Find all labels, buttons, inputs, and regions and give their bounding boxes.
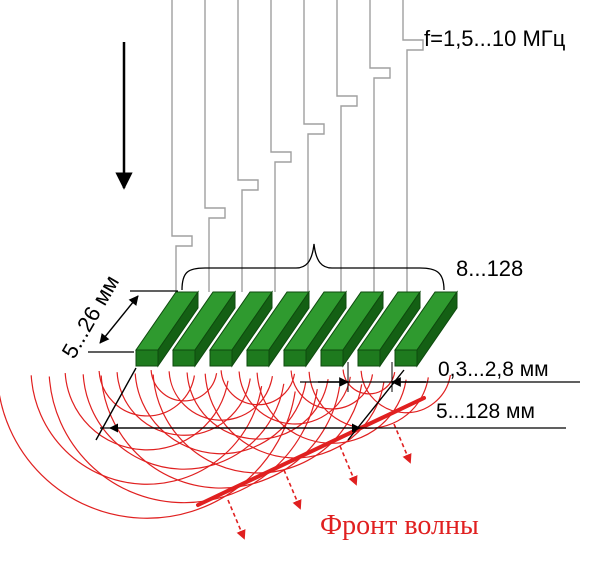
transducer-element: [172, 290, 236, 368]
aperture-label: 5...128 мм: [436, 400, 535, 423]
wave-front-label: Фронт волны: [320, 510, 479, 541]
wave-arc: [168, 371, 273, 421]
transducer-element: [357, 290, 421, 368]
wave-arc: [116, 372, 251, 436]
excitation-wire: [171, 0, 193, 292]
wave-arc: [360, 370, 451, 414]
element-length-label: 5...26 мм: [57, 271, 124, 363]
wave-arc: [134, 373, 307, 455]
transducer-element: [283, 290, 347, 368]
excitation-wire: [303, 0, 325, 292]
excitation-wire: [237, 0, 259, 292]
wave-arc: [204, 373, 385, 459]
transducer-element: [320, 290, 384, 368]
propagation-arrow: [339, 445, 358, 486]
wave-arc: [220, 370, 296, 406]
excitation-wire: [402, 0, 424, 292]
element-pitch-label: 0,3...2,8 мм: [438, 358, 549, 381]
frequency-label: f=1,5...10 МГц: [424, 26, 566, 51]
transducer-elements: [135, 290, 458, 368]
element-length-arrow: [99, 295, 139, 344]
excitation-wire: [204, 0, 226, 292]
transducer-element: [246, 290, 310, 368]
propagation-arrow: [283, 469, 302, 510]
excitation-wire: [336, 0, 358, 292]
element-count-brace: [181, 243, 445, 291]
propagation-arrow: [393, 423, 412, 464]
wave-arcs: [0, 369, 451, 519]
wave-arc: [48, 376, 318, 504]
wave-arc: [64, 373, 229, 451]
excitation-wire: [369, 0, 391, 292]
wave-arc: [152, 374, 363, 474]
excitation-wires: [171, 0, 424, 292]
wave-arc: [98, 370, 195, 417]
element-count-label: 8...128: [456, 256, 523, 281]
transducer-element: [209, 290, 273, 368]
wave-front-line: [196, 396, 426, 507]
wave-arc: [0, 391, 296, 519]
transducer-element: [135, 290, 199, 368]
propagation-arrow: [227, 499, 246, 540]
excitation-wire: [270, 0, 292, 292]
transducer-element: [394, 290, 458, 368]
wave-arc: [30, 375, 263, 485]
